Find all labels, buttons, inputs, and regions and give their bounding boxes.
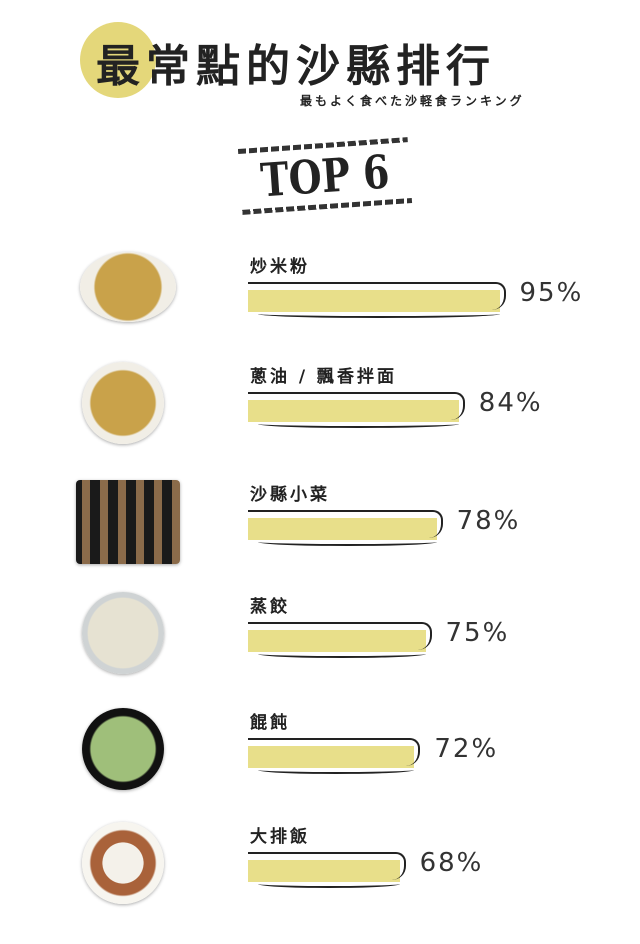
pork-chop-rice-image: [82, 822, 164, 904]
bar: [248, 400, 459, 422]
title-rest: 常點的沙縣排行: [146, 41, 496, 92]
value-label: 95%: [519, 278, 584, 308]
value-label: 75%: [445, 618, 510, 648]
subtitle: 最もよく食べた沙軽食ランキング: [300, 94, 525, 108]
bar-outline: [248, 392, 465, 420]
chart-row: 蒸餃 75%: [0, 592, 640, 692]
chart-row: 炒米粉 95%: [0, 252, 640, 352]
bar-outline: [248, 282, 506, 310]
bar-outline: [248, 738, 421, 766]
title-highlight-char: 最: [96, 41, 146, 92]
category-label: 炒米粉: [250, 257, 310, 277]
bar-underline: [258, 538, 437, 546]
category-label: 大排飯: [250, 827, 310, 847]
wonton-soup-image: [82, 708, 164, 790]
noodles-image: [82, 362, 164, 444]
value-label: 68%: [419, 848, 484, 878]
bar: [248, 860, 400, 882]
top6-text: TOP 6: [258, 144, 392, 208]
chart-row: 大排飯 68%: [0, 822, 640, 922]
bar-underline: [258, 420, 459, 428]
bar: [248, 290, 500, 312]
category-label: 蔥油 / 飄香拌面: [250, 367, 398, 387]
chart-row: 蔥油 / 飄香拌面 84%: [0, 362, 640, 462]
value-label: 72%: [434, 734, 499, 764]
chart-row: 餛飩 72%: [0, 708, 640, 808]
bar: [248, 630, 426, 652]
bar-underline: [258, 766, 415, 774]
top6-badge: TOP 6: [237, 134, 413, 218]
bar: [248, 746, 415, 768]
value-label: 84%: [478, 388, 543, 418]
steamed-dumplings-image: [82, 592, 164, 674]
bar: [248, 518, 437, 540]
bar-outline: [248, 852, 406, 880]
chart-row: 沙縣小菜 78%: [0, 480, 640, 580]
value-label: 78%: [456, 506, 521, 536]
category-label: 沙縣小菜: [250, 485, 330, 505]
bar-outline: [248, 510, 443, 538]
category-label: 餛飩: [250, 713, 290, 733]
bar-underline: [258, 650, 426, 658]
bar-underline: [258, 310, 500, 318]
page-title: 最常點的沙縣排行: [96, 30, 496, 94]
bar-underline: [258, 880, 400, 888]
side-dishes-tray-image: [76, 480, 180, 564]
category-label: 蒸餃: [250, 597, 290, 617]
title-highlight-circle: [80, 22, 156, 98]
fried-rice-noodles-image: [80, 252, 176, 322]
bar-outline: [248, 622, 432, 650]
